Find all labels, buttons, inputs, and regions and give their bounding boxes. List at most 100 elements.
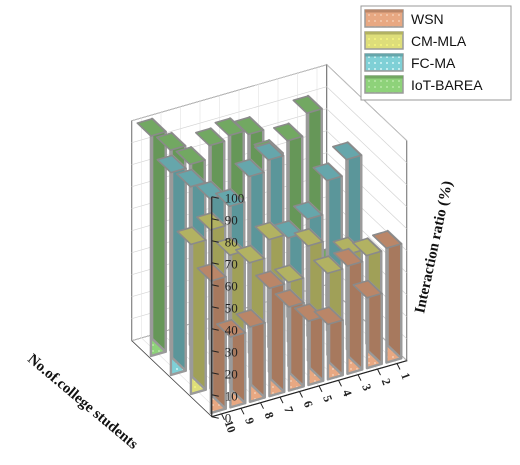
x-tick-mark: [338, 380, 342, 387]
y-tick-label: 70: [225, 257, 238, 272]
x-tick-label: 6: [301, 399, 316, 409]
x-tick-mark: [299, 391, 303, 398]
bar-top-face: [254, 142, 285, 161]
bar-side-face: [269, 270, 286, 394]
bar-top-face: [235, 308, 266, 328]
bar-wsn-10: [196, 262, 227, 415]
bar-top-face: [292, 201, 324, 220]
legend-swatch: [364, 9, 404, 28]
grid-line: [326, 64, 407, 141]
bar-wsn-7: [255, 270, 286, 398]
x-tick-label: 5: [320, 393, 335, 403]
y-tick-label: 40: [225, 323, 238, 338]
legend-label: WSN: [411, 11, 444, 27]
bar-top-face: [274, 288, 305, 308]
legend-item-fc-ma: FC-MA: [364, 53, 456, 72]
y-tick-label: 90: [225, 213, 238, 228]
y-tick-mark: [211, 306, 219, 309]
bar-top-face: [216, 318, 246, 338]
legend-swatch: [364, 31, 404, 50]
y-tick-mark: [211, 394, 219, 397]
legend-label: CM-MLA: [411, 33, 467, 49]
y-tick-mark: [211, 284, 219, 287]
bar-top-face: [176, 226, 207, 246]
x-tick-mark: [240, 408, 245, 415]
legend-label: FC-MA: [411, 55, 456, 71]
bar-top-face: [351, 237, 383, 257]
bar-top-face: [293, 228, 324, 247]
legend-label: IoT-BAREA: [411, 77, 483, 93]
y-tick-label: 10: [225, 389, 238, 404]
x-tick-label: 7: [281, 405, 296, 415]
legend: WSN CM-MLA FC-MA IoT-BAREA: [360, 5, 512, 101]
legend-item-wsn: WSN: [364, 9, 444, 28]
bar-side-face: [150, 117, 167, 353]
x-tick-label: 1: [398, 371, 413, 381]
bar-top-face: [214, 117, 245, 137]
x-tick-label: 4: [340, 388, 355, 398]
bar-top-face: [255, 270, 286, 290]
bar-top-face: [332, 248, 364, 267]
legend-swatch: [364, 75, 404, 94]
x-tick-mark: [357, 374, 362, 381]
bar-fc-ma-10: [156, 154, 187, 377]
legend-item-iot-barea: IoT-BAREA: [364, 75, 483, 94]
bar-wsn-5: [293, 302, 325, 387]
bar-top-face: [176, 168, 206, 188]
x-tick-mark: [396, 363, 401, 370]
bar-top-face: [312, 255, 344, 275]
bar-top-face: [234, 116, 265, 136]
x-axis-line: [211, 360, 407, 418]
y-axis-title: Interaction ratio (%): [412, 179, 456, 314]
bar-top-face: [136, 118, 167, 137]
legend-item-cm-mla: CM-MLA: [364, 31, 467, 50]
bar-side-face: [347, 247, 364, 371]
bar-top-face: [273, 264, 305, 284]
x-axis-title: No.of.college students: [24, 351, 141, 453]
y-tick-label: 30: [225, 345, 238, 360]
bar-top-face: [312, 162, 343, 182]
bar-top-face: [331, 141, 363, 161]
bar-top-face: [371, 230, 403, 249]
y-tick-mark: [211, 218, 219, 221]
x-tick-label: 10: [222, 418, 239, 434]
grid-line: [326, 86, 407, 163]
bar-top-face: [292, 95, 323, 114]
bar-top-face: [196, 212, 226, 231]
y-tick-label: 80: [225, 235, 238, 250]
bar-wsn-1: [371, 229, 403, 364]
x-tick-label: 8: [262, 410, 277, 420]
bar-wsn-6: [274, 288, 305, 392]
x-tick-mark: [318, 385, 323, 393]
y-tick-label: 100: [225, 191, 245, 206]
bar-side-face: [190, 225, 207, 391]
x-tick-mark: [279, 396, 284, 404]
bar-side-face: [170, 154, 187, 372]
y-tick-label: 20: [225, 367, 238, 382]
bar-top-face: [235, 244, 266, 264]
bar-top-face: [313, 306, 344, 326]
y-tick-mark: [211, 372, 219, 375]
bar-iot-barea-10: [136, 117, 167, 358]
y-tick-mark: [211, 328, 219, 331]
bar-wsn-2: [352, 279, 383, 370]
legend-swatch: [364, 53, 404, 72]
bar-top-face: [215, 188, 245, 208]
bar-top-face: [254, 221, 285, 241]
bar-wsn-9: [216, 318, 247, 409]
bar-top-face: [234, 158, 265, 178]
x-tick-label: 9: [242, 416, 257, 426]
y-tick-mark: [211, 240, 219, 243]
y-tick-mark: [211, 350, 219, 353]
chart-bars: [136, 94, 403, 415]
x-tick-mark: [221, 413, 225, 421]
grid-line: [131, 64, 327, 122]
x-tick-label: 3: [359, 382, 374, 392]
bar-wsn-3: [332, 247, 364, 375]
bar-wsn-4: [313, 306, 344, 381]
y-tick-label: 50: [225, 301, 238, 316]
y-tick-mark: [211, 196, 219, 199]
y-tick-label: 0: [225, 411, 232, 426]
